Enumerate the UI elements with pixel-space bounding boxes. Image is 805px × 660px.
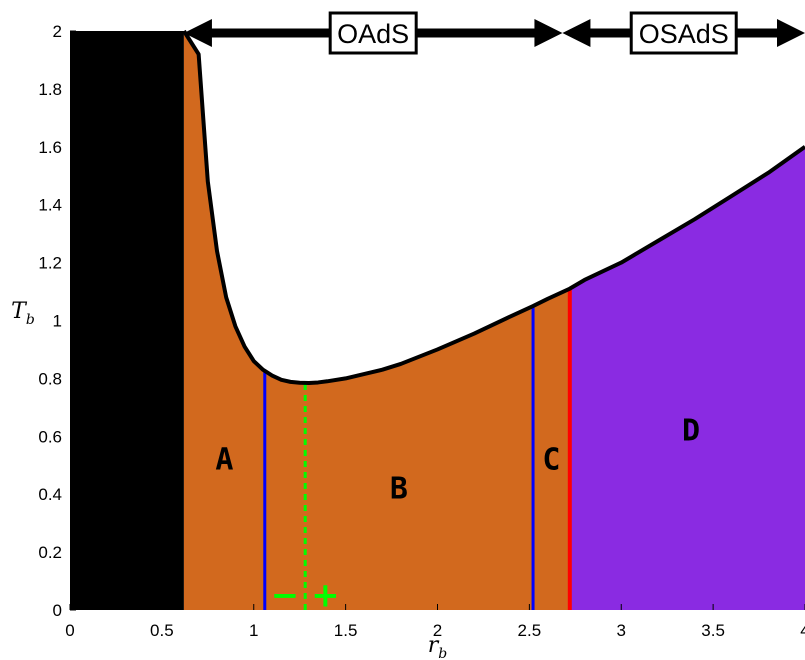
x-tick-label: 1 <box>249 621 258 640</box>
vertical-lines-layer <box>263 288 572 610</box>
y-tick-label: 1.8 <box>38 80 62 99</box>
banner-label-osads: OSAdS <box>639 19 729 49</box>
banner-arrow-head-left <box>183 19 212 47</box>
x-tick-label: 2 <box>433 621 442 640</box>
ticks-layer: 0 0.5 1 1.5 2 2.5 3 3.5 4 0 0.2 0.4 0.6 0.8 1 1.2 1.4 1.6… <box>38 22 805 640</box>
signs-layer: − + <box>271 576 340 616</box>
banner-box <box>629 11 738 55</box>
y-tick-label: 0.6 <box>38 427 62 446</box>
sign-minus: − <box>271 576 300 616</box>
banner-box <box>328 11 418 55</box>
banner-arrow-head-right <box>777 19 805 47</box>
y-axis-label: Tb <box>11 299 35 328</box>
region-fill-excluded <box>70 31 184 610</box>
x-tick-label: 1.5 <box>334 621 358 640</box>
y-tick-label: 1.6 <box>38 138 62 157</box>
y-tick-label: 0.2 <box>38 543 62 562</box>
x-tick-label: 3 <box>617 621 626 640</box>
banner-arrow-head-right <box>534 19 563 47</box>
boundary-curve <box>182 29 805 386</box>
x-tick-label: 2.5 <box>518 621 542 640</box>
banner-arrow-head-left <box>562 19 591 47</box>
y-tick-label: 0.8 <box>38 369 62 388</box>
region-fill-d <box>569 146 805 611</box>
y-tick-label: 2 <box>53 22 62 41</box>
y-tick-label: 1.4 <box>38 196 62 215</box>
banners-layer: OAdS OSAdS <box>183 11 805 55</box>
x-tick-label: 4 <box>800 621 805 640</box>
y-tick-label: 1 <box>53 312 62 331</box>
y-tick-label: 1.2 <box>38 254 62 273</box>
region-label-c: C <box>542 442 560 477</box>
y-tick-label: 0.4 <box>38 485 62 504</box>
region-label-a: A <box>215 442 233 477</box>
region-fill-a <box>183 31 265 610</box>
region-fill-c <box>533 288 570 610</box>
x-tick-label: 0.5 <box>150 621 174 640</box>
banner-label-oads: OAdS <box>337 19 409 49</box>
x-tick-label: 3.5 <box>701 621 725 640</box>
y-tick-label: 0 <box>53 601 62 620</box>
region-labels-layer: A B C D <box>215 414 700 507</box>
region-label-b: B <box>390 471 408 506</box>
region-label-d: D <box>682 414 700 449</box>
regions-layer <box>70 31 805 611</box>
x-tick-label: 0 <box>65 621 74 640</box>
sign-plus: + <box>311 576 340 616</box>
x-axis-label: rb <box>428 633 448 660</box>
